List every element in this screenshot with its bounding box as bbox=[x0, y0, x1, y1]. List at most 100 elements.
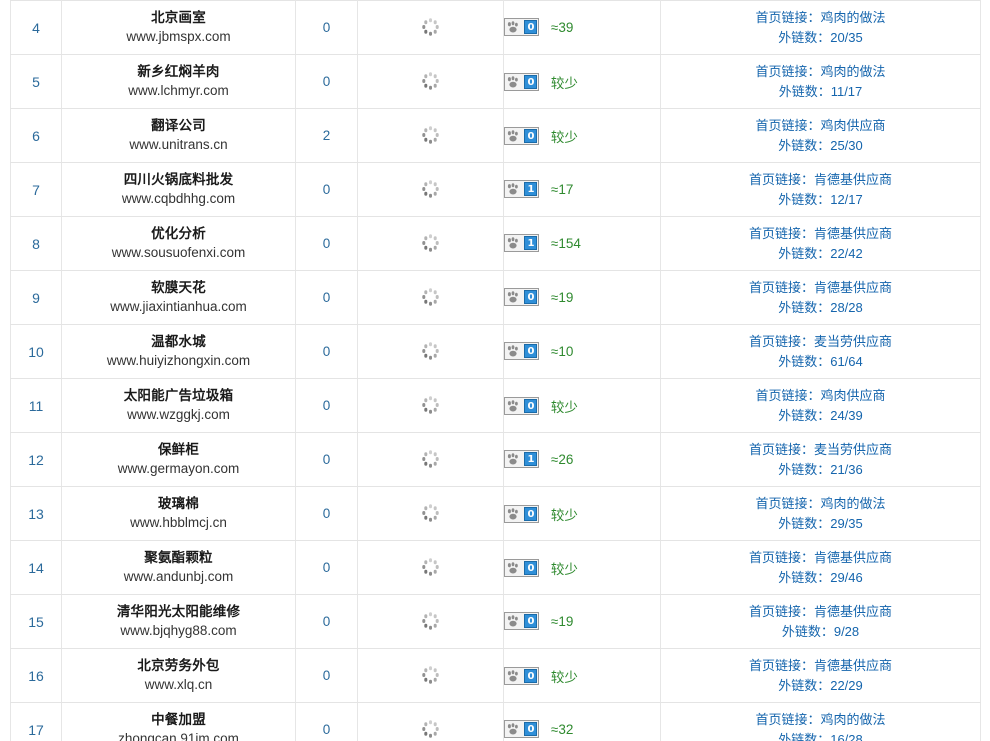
weight-badge: 1 bbox=[504, 234, 540, 253]
weight-cell: 0 ≈10 bbox=[503, 324, 661, 379]
site-cell[interactable]: 四川火锅底料批发 www.cqbdhhg.com bbox=[61, 162, 296, 217]
link-info-cell[interactable]: 首页链接：鸡肉的做法 外链数：29/35 bbox=[660, 486, 981, 541]
weight-value: ≈154 bbox=[550, 235, 581, 251]
link-info-cell[interactable]: 首页链接：肯德基供应商 外链数：22/42 bbox=[660, 216, 981, 271]
link-info-cell[interactable]: 首页链接：麦当劳供应商 外链数：21/36 bbox=[660, 432, 981, 487]
link-info-cell[interactable]: 首页链接：鸡肉供应商 外链数：25/30 bbox=[660, 108, 981, 163]
weight-badge-count: 0 bbox=[524, 560, 538, 575]
site-cell[interactable]: 北京劳务外包 www.xlq.cn bbox=[61, 648, 296, 703]
site-name: 温都水城 bbox=[151, 333, 206, 349]
table-row[interactable]: 7 四川火锅底料批发 www.cqbdhhg.com 0 1 bbox=[10, 162, 981, 217]
link-info-cell[interactable]: 首页链接：肯德基供应商 外链数：22/29 bbox=[660, 648, 981, 703]
loading-spinner-icon bbox=[421, 180, 439, 198]
weight-cell: 0 较少 bbox=[503, 486, 661, 541]
status-cell bbox=[357, 162, 504, 217]
site-url: www.hbblmcj.cn bbox=[130, 515, 227, 530]
status-cell bbox=[357, 432, 504, 487]
site-cell[interactable]: 太阳能广告垃圾箱 www.wzggkj.com bbox=[61, 378, 296, 433]
link-info-cell[interactable]: 首页链接：肯德基供应商 外链数：12/17 bbox=[660, 162, 981, 217]
table-row[interactable]: 13 玻璃棉 www.hbblmcj.cn 0 0 较少 bbox=[10, 486, 981, 541]
weight-value: ≈10 bbox=[550, 343, 574, 359]
table-row[interactable]: 4 北京画室 www.jbmspx.com 0 0 ≈39 bbox=[10, 0, 981, 55]
weight-badge-count: 1 bbox=[524, 452, 538, 467]
site-name: 北京劳务外包 bbox=[137, 657, 220, 673]
site-cell[interactable]: 玻璃棉 www.hbblmcj.cn bbox=[61, 486, 296, 541]
site-cell[interactable]: 北京画室 www.jbmspx.com bbox=[61, 0, 296, 55]
site-url: www.xlq.cn bbox=[144, 677, 213, 692]
homepage-link-line: 首页链接：肯德基供应商 bbox=[748, 550, 892, 565]
site-url: www.jiaxintianhua.com bbox=[110, 299, 247, 314]
site-url: www.wzggkj.com bbox=[127, 407, 230, 422]
site-url: www.sousuofenxi.com bbox=[111, 245, 246, 260]
weight-badge: 0 bbox=[504, 612, 540, 631]
loading-spinner-icon bbox=[421, 504, 439, 522]
table-row[interactable]: 17 中餐加盟 zhongcan.91jm.com 0 0 bbox=[10, 702, 981, 741]
site-cell[interactable]: 聚氨酯颗粒 www.andunbj.com bbox=[61, 540, 296, 595]
link-info-cell[interactable]: 首页链接：鸡肉的做法 外链数：11/17 bbox=[660, 54, 981, 109]
site-name: 中餐加盟 bbox=[151, 711, 206, 727]
weight-badge-count: 0 bbox=[524, 668, 538, 683]
count-cell: 2 bbox=[295, 108, 358, 163]
table-row[interactable]: 12 保鲜柜 www.germayon.com 0 1 ≈ bbox=[10, 432, 981, 487]
row-index-cell: 17 bbox=[10, 702, 62, 741]
table-row[interactable]: 16 北京劳务外包 www.xlq.cn 0 0 较少 bbox=[10, 648, 981, 703]
outlinks-line: 外链数：12/17 bbox=[778, 191, 863, 207]
weight-badge: 0 bbox=[504, 126, 540, 145]
link-info-cell[interactable]: 首页链接：肯德基供应商 外链数：29/46 bbox=[660, 540, 981, 595]
table-row[interactable]: 8 优化分析 www.sousuofenxi.com 0 1 bbox=[10, 216, 981, 271]
table-row[interactable]: 6 翻译公司 www.unitrans.cn 2 0 较少 bbox=[10, 108, 981, 163]
baidu-paw-icon bbox=[507, 345, 518, 357]
site-cell[interactable]: 翻译公司 www.unitrans.cn bbox=[61, 108, 296, 163]
site-url: zhongcan.91jm.com bbox=[118, 731, 239, 741]
link-info-cell[interactable]: 首页链接：鸡肉的做法 外链数：20/35 bbox=[660, 0, 981, 55]
site-cell[interactable]: 清华阳光太阳能维修 www.bjqhyg88.com bbox=[61, 594, 296, 649]
table-row[interactable]: 14 聚氨酯颗粒 www.andunbj.com 0 0 bbox=[10, 540, 981, 595]
weight-badge: 1 bbox=[504, 180, 540, 199]
weight-value: 较少 bbox=[550, 399, 578, 415]
count-cell: 0 bbox=[295, 648, 358, 703]
site-name: 翻译公司 bbox=[151, 117, 206, 133]
row-index: 13 bbox=[28, 505, 44, 522]
row-index-cell: 4 bbox=[10, 0, 62, 55]
site-url: www.lchmyr.com bbox=[128, 83, 229, 98]
row-index: 6 bbox=[32, 127, 40, 144]
status-cell bbox=[357, 324, 504, 379]
link-info-cell[interactable]: 首页链接：鸡肉的做法 外链数：16/28 bbox=[660, 702, 981, 741]
site-cell[interactable]: 中餐加盟 zhongcan.91jm.com bbox=[61, 702, 296, 741]
site-name: 优化分析 bbox=[151, 225, 206, 241]
weight-cell: 0 较少 bbox=[503, 108, 661, 163]
weight-cell: 0 ≈19 bbox=[503, 594, 661, 649]
site-cell[interactable]: 新乡红焖羊肉 www.lchmyr.com bbox=[61, 54, 296, 109]
row-index: 9 bbox=[32, 289, 40, 306]
site-cell[interactable]: 软膜天花 www.jiaxintianhua.com bbox=[61, 270, 296, 325]
baidu-paw-icon bbox=[507, 723, 518, 735]
site-name: 玻璃棉 bbox=[157, 495, 200, 511]
outlinks-line: 外链数：25/30 bbox=[778, 137, 863, 153]
row-index-cell: 13 bbox=[10, 486, 62, 541]
table-row[interactable]: 9 软膜天花 www.jiaxintianhua.com 0 0 bbox=[10, 270, 981, 325]
row-index-cell: 10 bbox=[10, 324, 62, 379]
loading-spinner-icon bbox=[421, 126, 439, 144]
weight-cell: 0 较少 bbox=[503, 540, 661, 595]
table-row[interactable]: 5 新乡红焖羊肉 www.lchmyr.com 0 0 较 bbox=[10, 54, 981, 109]
link-info-cell[interactable]: 首页链接：肯德基供应商 外链数：28/28 bbox=[660, 270, 981, 325]
site-cell[interactable]: 优化分析 www.sousuofenxi.com bbox=[61, 216, 296, 271]
count-value: 0 bbox=[322, 290, 331, 305]
table-row[interactable]: 15 清华阳光太阳能维修 www.bjqhyg88.com 0 0 bbox=[10, 594, 981, 649]
row-index: 10 bbox=[28, 343, 44, 360]
site-cell[interactable]: 保鲜柜 www.germayon.com bbox=[61, 432, 296, 487]
count-value: 0 bbox=[322, 452, 331, 467]
link-info-cell[interactable]: 首页链接：肯德基供应商 外链数：9/28 bbox=[660, 594, 981, 649]
table-row[interactable]: 11 太阳能广告垃圾箱 www.wzggkj.com 0 0 bbox=[10, 378, 981, 433]
link-info-cell[interactable]: 首页链接：麦当劳供应商 外链数：61/64 bbox=[660, 324, 981, 379]
site-cell[interactable]: 温都水城 www.huiyizhongxin.com bbox=[61, 324, 296, 379]
weight-badge-count: 0 bbox=[524, 722, 538, 737]
link-info-cell[interactable]: 首页链接：鸡肉供应商 外链数：24/39 bbox=[660, 378, 981, 433]
table-row[interactable]: 10 温都水城 www.huiyizhongxin.com 0 0 bbox=[10, 324, 981, 379]
row-index-cell: 12 bbox=[10, 432, 62, 487]
outlinks-line: 外链数：29/46 bbox=[778, 569, 863, 585]
weight-value: ≈32 bbox=[550, 721, 574, 737]
outlinks-line: 外链数：11/17 bbox=[778, 83, 863, 99]
weight-value: 较少 bbox=[550, 507, 578, 523]
weight-badge-count: 0 bbox=[524, 344, 538, 359]
